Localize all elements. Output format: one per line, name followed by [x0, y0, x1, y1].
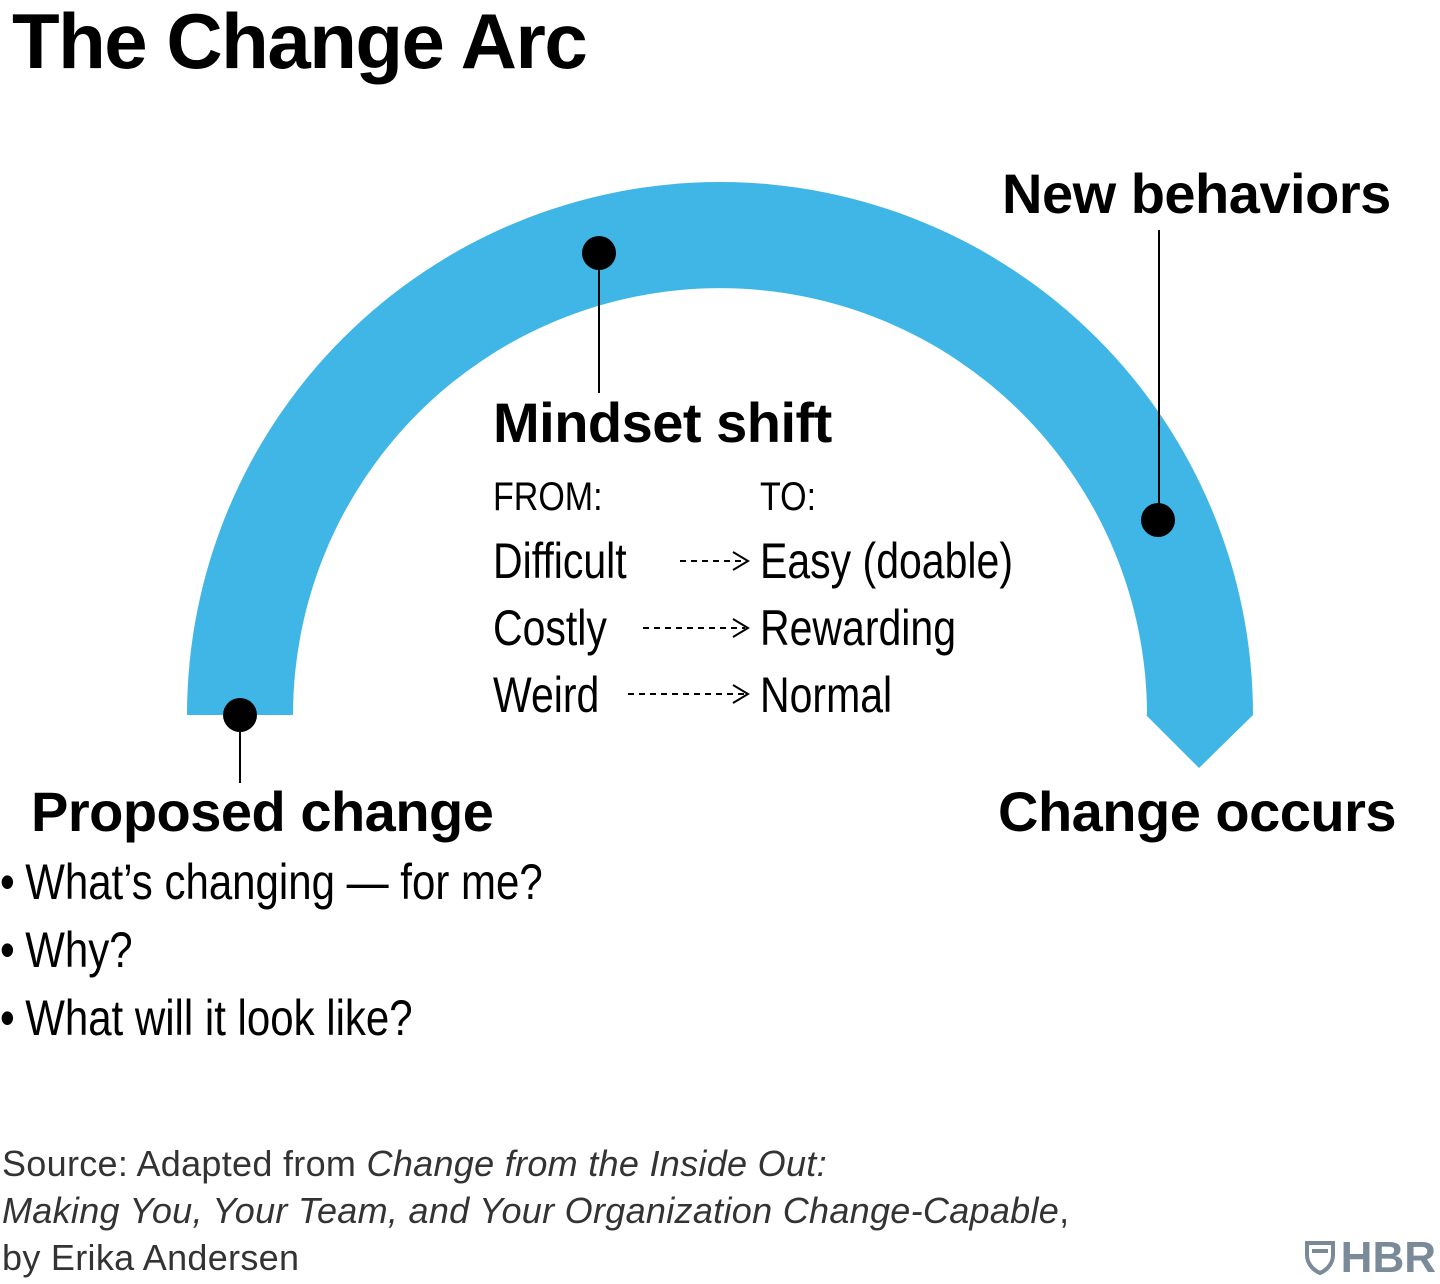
source-author: by Erika Andersen: [2, 1237, 300, 1278]
arrow-weird-to-normal: [628, 684, 750, 704]
shield-icon: [1304, 1241, 1335, 1275]
label-proposed-change: Proposed change: [31, 780, 494, 843]
mindset-from-weird: Weird: [493, 667, 600, 723]
source-line2-suffix: ,: [1059, 1190, 1070, 1231]
bullet-text: Why?: [25, 922, 133, 978]
label-new-behaviors: New behaviors: [1002, 162, 1391, 225]
label-change-occurs: Change occurs: [998, 780, 1397, 843]
source-book-title-line2: Making You, Your Team, and Your Organiza…: [2, 1190, 1060, 1231]
bullet-text: What’s changing — for me?: [25, 854, 543, 910]
marker-new-behaviors: [1141, 503, 1175, 537]
change-arc: [187, 182, 1253, 768]
bullet-item: • What’s changing — for me?: [0, 852, 543, 912]
bullet-item: • What will it look like?: [0, 988, 413, 1048]
label-mindset-shift: Mindset shift: [493, 391, 832, 454]
marker-mindset-shift: [582, 236, 616, 270]
source-book-title-line1: Change from the Inside Out:: [366, 1143, 827, 1184]
hbr-logo: HBR: [1304, 1233, 1436, 1283]
hbr-logo-text: HBR: [1340, 1233, 1436, 1282]
marker-proposed-change: [223, 698, 257, 732]
mindset-from-costly: Costly: [493, 600, 607, 656]
bullet-glyph: •: [0, 854, 15, 910]
bullet-glyph: •: [0, 990, 15, 1046]
bullet-glyph: •: [0, 922, 15, 978]
from-header: FROM:: [493, 475, 603, 519]
source-note: Source: Adapted from Change from the Ins…: [2, 1140, 1069, 1281]
to-header: TO:: [760, 475, 817, 519]
mindset-from-difficult: Difficult: [493, 533, 627, 589]
mindset-to-normal: Normal: [760, 667, 893, 723]
page-title: The Change Arc: [12, 0, 588, 85]
arrow-costly-to-rewarding: [643, 618, 750, 638]
mindset-to-rewarding: Rewarding: [760, 600, 956, 656]
arrow-difficult-to-easy: [680, 551, 750, 571]
mindset-to-easy: Easy (doable): [760, 533, 1013, 589]
source-prefix: Source: Adapted from: [2, 1143, 367, 1184]
bullet-text: What will it look like?: [25, 990, 413, 1046]
bullet-item: • Why?: [0, 920, 133, 980]
